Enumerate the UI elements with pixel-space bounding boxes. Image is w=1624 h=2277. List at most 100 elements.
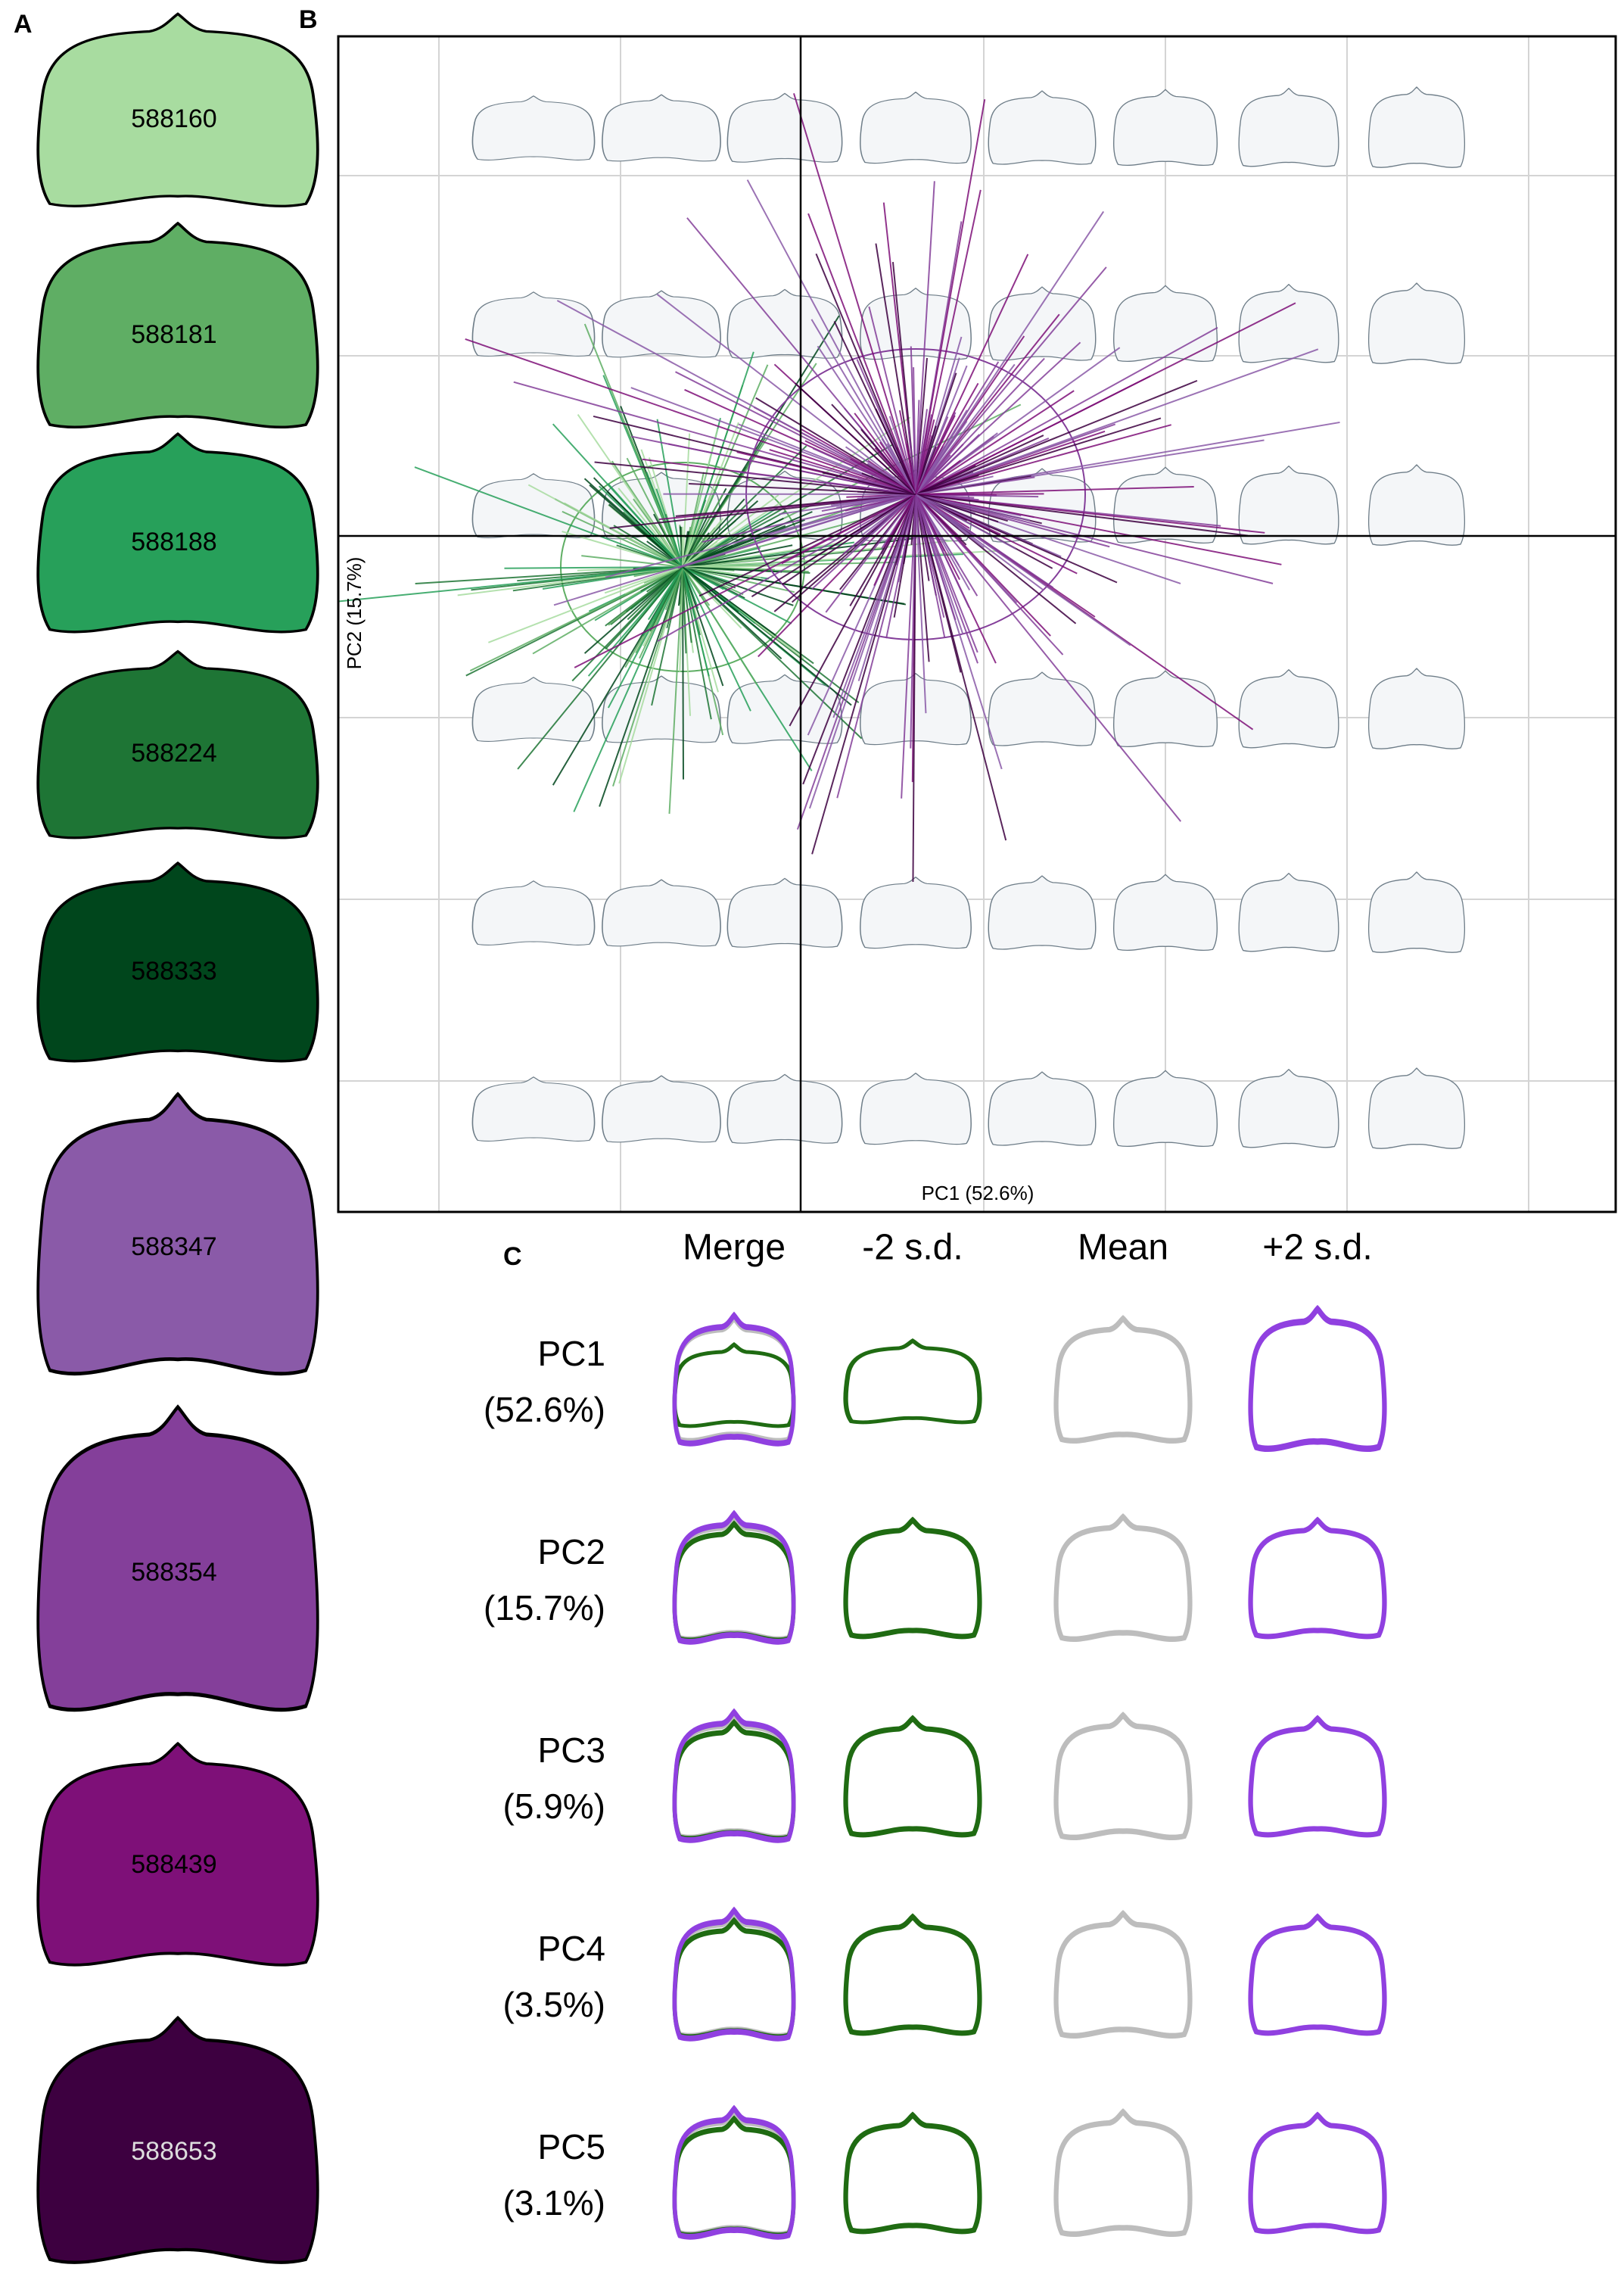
spoke: [682, 566, 758, 685]
spoke: [764, 494, 916, 537]
panel-label: B: [299, 5, 318, 34]
morphospace-shape: [471, 880, 596, 946]
spoke: [901, 494, 916, 799]
spoke: [618, 487, 683, 568]
x-axis-label: PC1 (52.6%): [922, 1182, 1034, 1204]
panel-label: A: [14, 10, 33, 39]
spoke: [594, 461, 916, 495]
morphospace-shape: [1238, 873, 1339, 952]
morphospace-shape: [1112, 1070, 1218, 1148]
spoke: [915, 348, 1319, 495]
spoke: [682, 566, 736, 589]
spoke: [815, 253, 916, 495]
y-axis-label: PC2 (15.7%): [343, 557, 366, 670]
spoke: [746, 179, 916, 495]
spoke: [598, 485, 683, 568]
spoke: [915, 494, 1031, 522]
spoke: [915, 494, 1007, 841]
row-label: (3.1%): [503, 2183, 605, 2222]
spoke: [604, 566, 683, 594]
spoke: [915, 409, 928, 495]
spoke: [854, 494, 916, 550]
leaf-id: 588347: [131, 1232, 216, 1261]
morphospace-shape: [726, 877, 843, 948]
morphospace-shape: [860, 877, 972, 949]
spoke: [789, 494, 916, 727]
morphospace-shape: [471, 95, 596, 161]
spoke: [751, 494, 916, 598]
row-label: (52.6%): [484, 1390, 605, 1429]
spoke: [755, 397, 916, 495]
morphospace-shape: [1238, 669, 1339, 749]
spoke: [898, 410, 916, 495]
row-label: PC2: [538, 1532, 605, 1571]
spoke: [915, 341, 1081, 495]
spoke: [883, 494, 916, 548]
morphospace-shape: [1112, 874, 1218, 952]
spoke: [583, 566, 683, 654]
leaf-id: 588160: [131, 104, 216, 133]
spoke: [581, 555, 683, 568]
spoke: [874, 447, 916, 495]
morphospace-shape: [1367, 282, 1466, 364]
spoke: [915, 313, 1060, 495]
plot-frame: [337, 35, 1617, 1213]
spoke: [810, 319, 916, 495]
spoke: [504, 566, 683, 569]
spoke: [811, 494, 916, 855]
spoke: [675, 371, 916, 495]
morphospace-shape: [471, 291, 596, 357]
spoke: [915, 410, 968, 495]
spoke: [793, 93, 916, 495]
morphospace-shape: [1367, 668, 1466, 749]
spoke: [656, 294, 916, 495]
spoke: [915, 494, 1131, 646]
spoke: [562, 510, 683, 568]
morphospace-shape: [988, 90, 1097, 165]
leaf-id: 588354: [131, 1558, 216, 1587]
spoke: [682, 566, 761, 579]
spoke: [682, 544, 793, 568]
spoke: [915, 494, 927, 714]
spoke: [702, 494, 916, 543]
morphospace-shape: [1112, 466, 1218, 544]
spoke: [854, 413, 916, 495]
leaf-id: 588224: [131, 739, 216, 768]
leaf-id: 588181: [131, 320, 216, 349]
spoke: [733, 470, 916, 495]
spoke: [915, 494, 957, 621]
spoke: [812, 447, 916, 495]
spoke: [656, 419, 683, 568]
row-label: PC1: [538, 1334, 605, 1373]
spoke: [915, 494, 1016, 550]
row-label: (5.9%): [503, 1786, 605, 1826]
morphospace-shape: [860, 1073, 972, 1145]
spoke: [657, 494, 916, 642]
morphospace-shape: [602, 1075, 721, 1143]
morphospace-shape: [860, 673, 972, 746]
spoke: [915, 424, 1172, 495]
spoke: [915, 486, 1194, 495]
spoke: [915, 99, 986, 495]
spoke: [913, 367, 916, 495]
spoke: [618, 566, 683, 784]
spoke: [845, 446, 916, 495]
spoke: [885, 494, 916, 639]
spoke: [868, 306, 916, 495]
spoke: [915, 494, 999, 523]
spoke: [527, 484, 683, 568]
spoke: [682, 351, 754, 568]
spoke: [915, 494, 1282, 565]
morphospace-shape: [1367, 86, 1466, 168]
spoke: [682, 566, 710, 677]
spoke: [698, 494, 916, 597]
spoke: [915, 266, 1107, 495]
spoke: [915, 475, 979, 495]
spoke: [907, 423, 916, 495]
spoke: [915, 494, 1249, 537]
spoke: [915, 181, 935, 495]
morphospace-shape: [602, 94, 721, 162]
spoke: [682, 433, 691, 568]
spoke: [682, 566, 724, 687]
